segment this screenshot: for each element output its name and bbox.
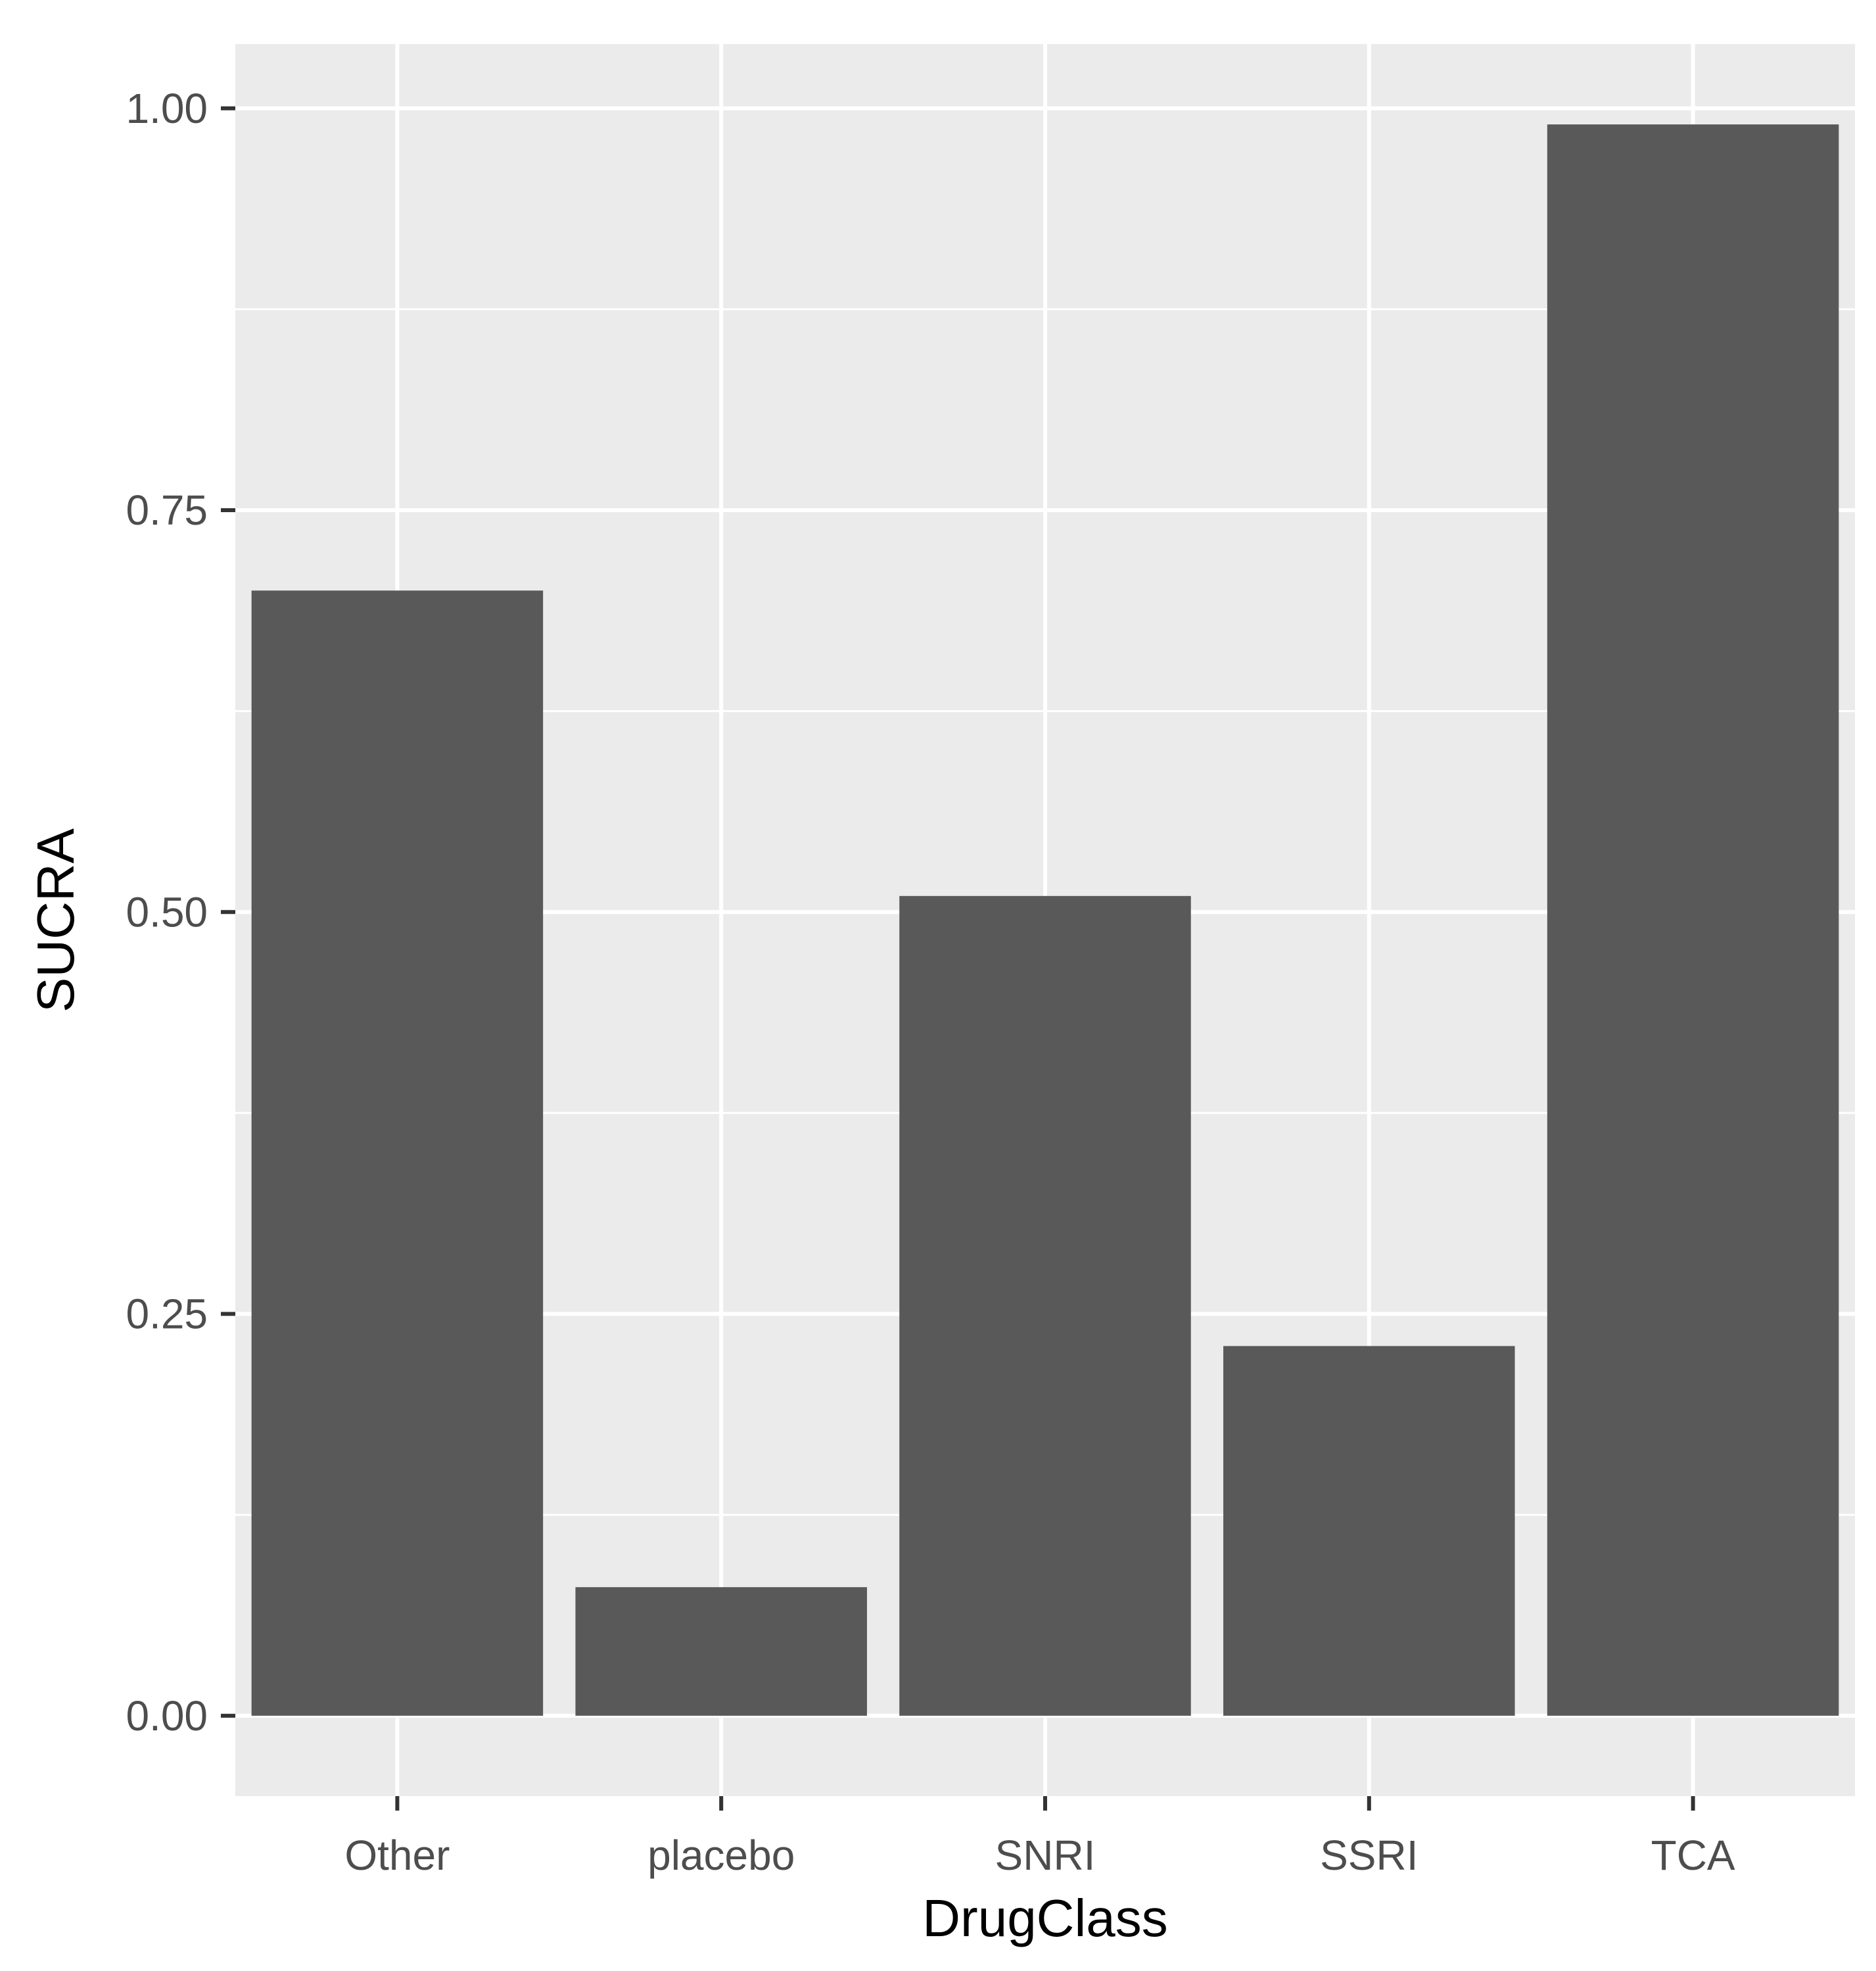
y-axis-title: SUCRA <box>26 828 85 1012</box>
bars <box>251 124 1839 1716</box>
y-tick-label: 0.25 <box>126 1291 208 1338</box>
y-tick-label: 0.75 <box>126 487 208 534</box>
x-tick-label: TCA <box>1651 1832 1735 1879</box>
x-tick-label: SSRI <box>1320 1832 1418 1879</box>
y-axis: 0.00 0.25 0.50 0.75 1.00 <box>126 85 235 1740</box>
bar-snri <box>899 895 1191 1716</box>
x-axis: Other placebo SNRI SSRI TCA <box>344 1796 1735 1879</box>
bar-other <box>251 590 544 1716</box>
y-tick-label: 0.50 <box>126 888 208 936</box>
bar-tca <box>1547 124 1839 1716</box>
x-axis-title: DrugClass <box>922 1889 1167 1947</box>
y-tick-label: 1.00 <box>126 85 208 132</box>
x-tick-label: placebo <box>647 1832 795 1879</box>
y-tick-label: 0.00 <box>126 1692 208 1740</box>
x-tick-label: SNRI <box>995 1832 1096 1879</box>
bar-ssri <box>1223 1346 1515 1716</box>
bar-placebo <box>575 1587 867 1716</box>
x-tick-label: Other <box>344 1832 450 1879</box>
